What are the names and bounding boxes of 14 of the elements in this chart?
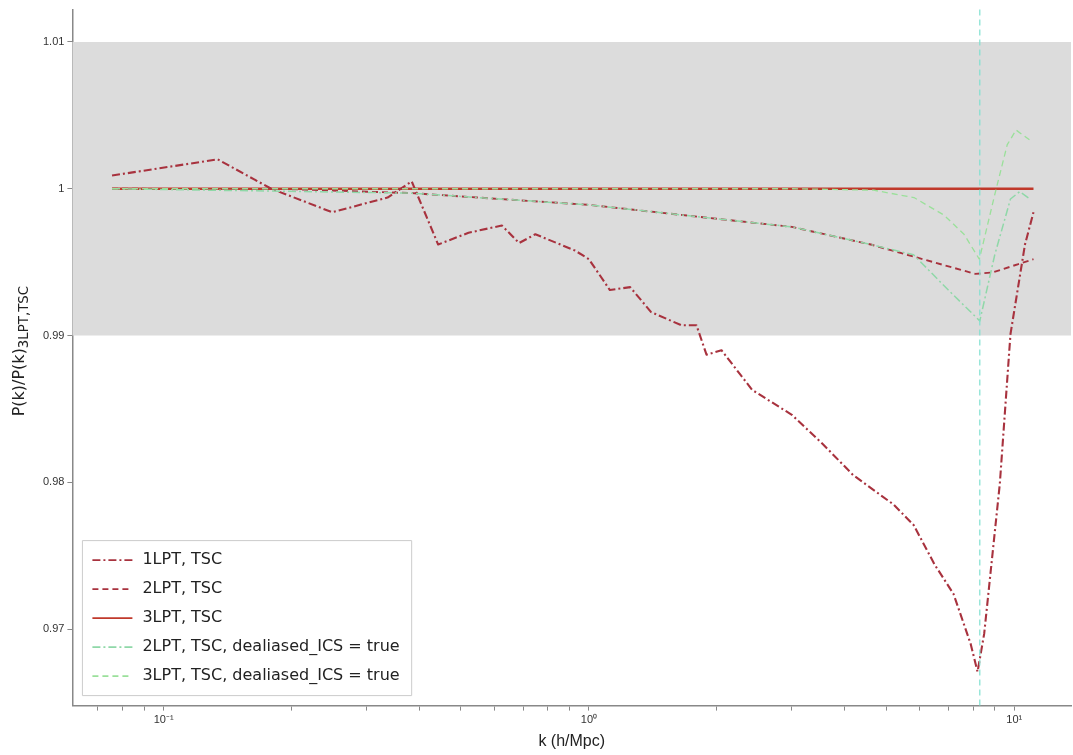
legend-label: 2LPT, TSC [142, 578, 223, 598]
y-tick-label: 0.99 [42, 328, 65, 341]
legend-label: 3LPT, TSC [142, 607, 223, 627]
y-tick-label: 0.97 [42, 622, 65, 635]
x-tick-label: 10¹ [1006, 713, 1023, 726]
y-tick-label: 0.98 [42, 475, 65, 488]
legend-label: 2LPT, TSC, dealiased_ICS = true [142, 636, 400, 657]
y-tick-label: 1.01 [42, 34, 65, 47]
x-tick-label: 10⁻¹ [153, 713, 174, 726]
x-tick-label: 10⁰ [580, 713, 598, 726]
legend-label: 3LPT, TSC, dealiased_ICS = true [142, 665, 400, 686]
legend-label: 1LPT, TSC [142, 549, 223, 569]
y-tick-label: 1 [58, 181, 65, 194]
x-axis-title: k (h/Mpc) [538, 731, 606, 749]
